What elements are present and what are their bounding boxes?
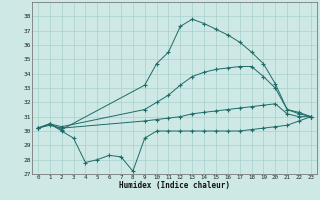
X-axis label: Humidex (Indice chaleur): Humidex (Indice chaleur) (119, 181, 230, 190)
